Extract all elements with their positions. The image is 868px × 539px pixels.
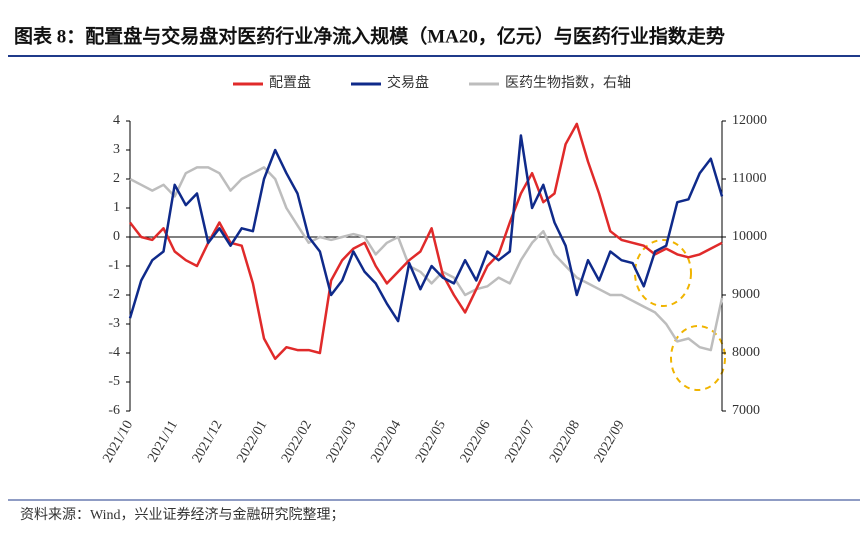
- series-line: [128, 134, 724, 323]
- x-tick-label: 2021/12: [190, 418, 226, 465]
- y-tick-label: -5: [108, 374, 120, 389]
- x-tick-label: 2022/07: [502, 418, 538, 465]
- legend-label: 配置盘: [269, 74, 311, 91]
- y-tick-label: -3: [108, 316, 120, 331]
- legend-label: 医药生物指数，右轴: [505, 75, 631, 91]
- chart-title: 图表 8：配置盘与交易盘对医药行业净流入规模（MA20，亿元）与医药行业指数走势: [14, 24, 725, 47]
- x-tick-label: 2022/06: [458, 418, 494, 465]
- y-tick-label: -1: [108, 258, 120, 273]
- y-tick-label: 4: [113, 113, 120, 128]
- highlight-circle: [634, 239, 692, 307]
- x-tick-label: 2021/10: [100, 418, 136, 465]
- y-tick-label: 0: [113, 229, 120, 244]
- y-tick-label: -4: [108, 345, 120, 360]
- y-tick-label: -6: [108, 403, 120, 418]
- y2-tick-label: 12000: [732, 113, 767, 128]
- source-note: 资料来源：Wind，兴业证券经济与金融研究院整理；: [20, 507, 345, 523]
- y2-tick-label: 8000: [732, 345, 760, 360]
- y-tick-label: 2: [113, 171, 120, 186]
- x-tick-label: 2022/09: [592, 418, 628, 465]
- x-tick-label: 2022/04: [368, 418, 404, 465]
- y2-tick-label: 10000: [732, 229, 767, 244]
- x-tick-label: 2022/08: [547, 418, 583, 465]
- x-tick-label: 2022/01: [234, 418, 270, 465]
- x-tick-label: 2022/02: [279, 418, 315, 465]
- y2-tick-label: 9000: [732, 287, 760, 302]
- y-tick-label: 3: [113, 142, 120, 157]
- x-tick-label: 2022/03: [324, 418, 360, 465]
- legend-label: 交易盘: [387, 74, 429, 91]
- series-line: [129, 166, 724, 352]
- x-tick-label: 2022/05: [413, 418, 449, 465]
- x-tick-label: 2021/11: [145, 418, 181, 465]
- y2-tick-label: 7000: [732, 403, 760, 418]
- y-tick-label: -2: [108, 287, 120, 302]
- highlight-circle: [670, 325, 726, 391]
- y2-tick-label: 11000: [732, 171, 766, 186]
- series-line: [129, 122, 723, 361]
- y-tick-label: 1: [113, 200, 120, 215]
